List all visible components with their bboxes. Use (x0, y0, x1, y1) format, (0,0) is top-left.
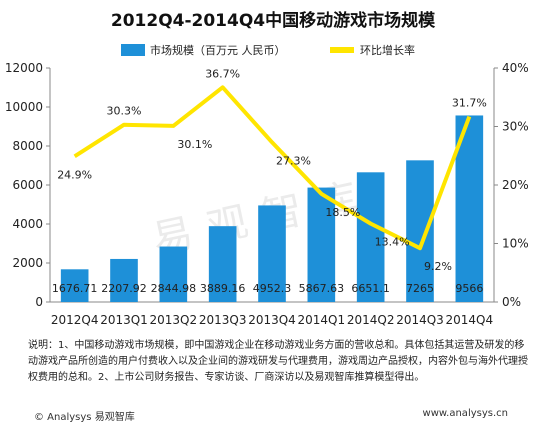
bar-value-label: 9566 (455, 282, 483, 295)
growth-rate-label: 36.7% (205, 67, 240, 80)
bar-value-label: 5867.63 (299, 282, 345, 295)
chart-title: 2012Q4-2014Q4中国移动游戏市场规模 (110, 11, 436, 31)
x-axis-tick-label: 2014Q2 (347, 313, 395, 327)
right-axis-tick-label: 20% (502, 178, 529, 192)
bar-value-label: 3889.16 (200, 282, 246, 295)
bar (406, 160, 434, 302)
copyright: © Analysys 易观智库 (34, 412, 135, 423)
left-axis-tick-label: 4000 (12, 217, 43, 231)
x-axis-tick-label: 2014Q3 (396, 313, 444, 327)
growth-rate-label: 30.3% (107, 105, 142, 118)
bar (208, 226, 237, 302)
legend-bar-swatch (121, 44, 145, 56)
left-axis-tick-label: 12000 (5, 61, 43, 75)
bar (356, 172, 385, 302)
x-axis-tick-label: 2013Q2 (150, 313, 198, 327)
bar-value-label: 4952.3 (253, 282, 292, 295)
bar (258, 205, 286, 302)
right-axis-tick-label: 10% (502, 237, 529, 251)
right-axis-tick-label: 40% (502, 61, 529, 75)
growth-rate-label: 27.3% (276, 154, 311, 167)
x-axis-tick-label: 2013Q3 (199, 313, 247, 327)
right-axis-tick-label: 30% (502, 120, 529, 134)
left-axis-tick-label: 2000 (12, 256, 43, 270)
growth-rate-label: 31.7% (452, 97, 487, 110)
x-axis-tick-label: 2014Q4 (446, 313, 494, 327)
bar (159, 246, 188, 302)
growth-rate-label: 24.9% (57, 168, 92, 181)
x-axis-tick-label: 2013Q1 (100, 313, 148, 327)
left-axis-tick-label: 0 (35, 295, 43, 309)
legend-line-label: 环比增长率 (360, 43, 415, 57)
left-axis-tick-label: 10000 (5, 100, 43, 114)
legend-bar-label: 市场规模（百万元 人民币） (150, 43, 286, 57)
bar (307, 187, 336, 302)
x-axis-tick-label: 2014Q1 (298, 313, 346, 327)
bar (60, 269, 89, 302)
bar-value-label: 1676.71 (52, 282, 98, 295)
growth-rate-label: 30.1% (177, 138, 212, 151)
left-axis-tick-label: 6000 (12, 178, 43, 192)
growth-rate-line (73, 85, 472, 251)
growth-rate-label: 13.4% (375, 236, 410, 249)
x-axis-tick-label: 2012Q4 (51, 313, 99, 327)
right-axis-tick-label: 0% (502, 295, 521, 309)
website-url: www.analysys.cn (422, 408, 508, 419)
bar-value-label: 6651.1 (351, 282, 390, 295)
chart: 0 2000 4000 6000 8000 10000 12000 0% 10% 20% 30% 40… (5, 43, 529, 327)
bar-value-label: 2207.92 (101, 282, 147, 295)
left-axis-tick-label: 8000 (12, 139, 43, 153)
bar-value-label: 2844.98 (151, 282, 197, 295)
legend-line-swatch (330, 47, 354, 53)
bar-value-label: 7265 (406, 282, 434, 295)
growth-rate-label: 18.5% (325, 206, 360, 219)
growth-rate-label: 9.2% (424, 260, 452, 273)
bar (110, 258, 138, 302)
x-axis-tick-label: 2013Q4 (248, 313, 296, 327)
footnote: 说明：1、中国移动游戏市场规模，即中国游戏企业在移动游戏业务方面的营收总和。具体… (28, 340, 528, 383)
